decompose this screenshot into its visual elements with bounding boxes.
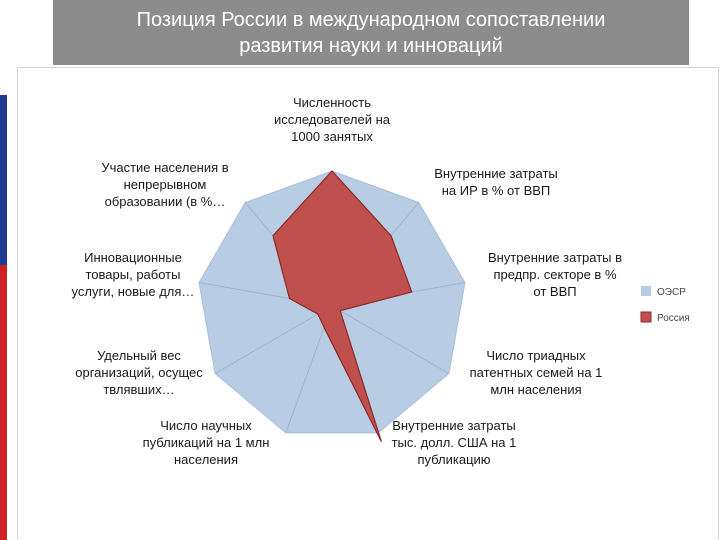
- axis-label-line: млн населения: [490, 382, 581, 397]
- axis-label-line: Внутренние затраты: [434, 166, 558, 181]
- axis-label: Участие населения в непрерывном образовани…: [101, 160, 228, 209]
- axis-label-line: исследователей на: [274, 112, 391, 127]
- legend-label-oecd: ОЭСР: [657, 287, 686, 298]
- axis-label-line: публикацию: [417, 452, 490, 467]
- axis-label-line: образовании (в %…: [105, 194, 226, 209]
- axis-label: Инновационные товары, работы услуги, новые…: [72, 250, 195, 299]
- axis-label-line: твлявших…: [103, 382, 174, 397]
- axis-label-line: Инновационные: [84, 250, 182, 265]
- axis-label: Число научных публикаций на 1 млн населени…: [143, 418, 270, 467]
- axis-label-line: Число научных: [160, 418, 252, 433]
- axis-label-line: населения: [174, 452, 238, 467]
- axis-label-line: Удельный вес: [97, 348, 181, 363]
- axis-label: Численность исследователей на 1000 занятых: [274, 95, 391, 144]
- axis-label: Внутренние затраты в предпр. секторе в % о…: [488, 250, 622, 299]
- axis-label-line: предпр. секторе в %: [493, 267, 616, 282]
- axis-label-line: публикаций на 1 млн: [143, 435, 270, 450]
- legend-swatch-russia: [640, 311, 652, 323]
- axis-label-line: 1000 занятых: [291, 129, 373, 144]
- slide-title-bar: Позиция России в международном сопоставл…: [53, 0, 689, 65]
- axis-label-line: Внутренние затраты: [392, 418, 516, 433]
- legend: ОЭСР Россия: [640, 286, 690, 324]
- axis-label-line: товары, работы: [86, 267, 181, 282]
- axis-label-line: тыс. долл. США на 1: [392, 435, 517, 450]
- slide-title-line-2: развития науки и инноваций: [239, 34, 503, 57]
- series-russia-area: [272, 170, 413, 443]
- axis-label-line: Внутренние затраты в: [488, 250, 622, 265]
- axis-label-line: патентных семей на 1: [470, 365, 603, 380]
- axis-label-line: услуги, новые для…: [72, 284, 195, 299]
- left-stripe-red: [0, 265, 7, 540]
- axis-label: Число триадных патентных семей на 1 млн на…: [470, 348, 603, 397]
- axis-label: Внутренние затраты тыс. долл. США на 1 пуб…: [392, 418, 517, 467]
- legend-swatch-oecd: [641, 286, 651, 296]
- axis-label-line: организаций, осущес: [75, 365, 203, 380]
- slide-title-line-1: Позиция России в международном сопоставл…: [136, 8, 606, 31]
- left-stripe-white: [0, 0, 7, 95]
- axis-labels: Численность исследователей на 1000 занятых…: [72, 95, 623, 467]
- axis-label-line: Участие населения в: [101, 160, 228, 175]
- axis-label-line: Число триадных: [486, 348, 586, 363]
- radar-spoke: [331, 305, 450, 374]
- axis-label-line: Численность: [293, 95, 371, 110]
- axis-label: Удельный вес организаций, осущес твлявших…: [75, 348, 203, 397]
- chart-frame: [17, 67, 719, 540]
- axis-label-line: непрерывном: [124, 177, 207, 192]
- axis-label-line: от ВВП: [533, 284, 576, 299]
- radar-spoke: [214, 305, 333, 374]
- legend-label-russia: Россия: [657, 313, 690, 324]
- axis-label: Внутренние затраты на ИР в % от ВВП: [434, 166, 558, 198]
- axis-label-line: на ИР в % от ВВП: [442, 183, 551, 198]
- left-stripe-blue: [0, 95, 7, 265]
